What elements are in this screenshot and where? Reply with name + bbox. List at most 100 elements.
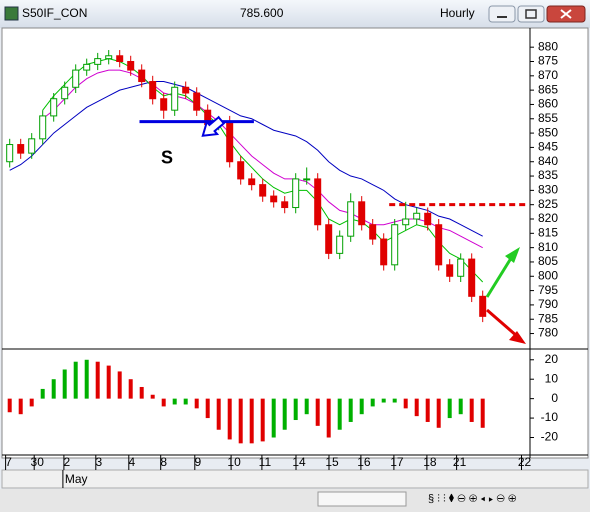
x-tick-label: 21: [453, 455, 467, 469]
maximize-button[interactable]: [517, 5, 545, 23]
y-tick-label: 830: [538, 183, 558, 197]
candle-body: [94, 58, 102, 65]
toolbar: [0, 489, 590, 512]
candle-body: [226, 121, 234, 163]
candle-body: [182, 86, 190, 94]
candle-body: [248, 178, 256, 186]
candle-body: [28, 138, 36, 154]
histogram-bar: [216, 398, 221, 430]
y-tick-label: 850: [538, 125, 558, 139]
candle-body: [193, 92, 201, 111]
tool-icons[interactable]: § ⫶ ⫶ ⧫ ⊖ ⊕ ◂ ▸ ⊖ ⊕: [428, 493, 517, 505]
y-tick-label: 815: [538, 225, 558, 239]
maximize-icon: [525, 9, 537, 19]
histogram-bar: [293, 398, 298, 421]
y-tick-label: -10: [541, 410, 559, 424]
histogram-bar: [403, 398, 408, 409]
minimize-button[interactable]: [488, 5, 516, 23]
x-tick-label: 2: [64, 455, 71, 469]
candle-body: [160, 98, 168, 111]
up-arrow-head: [505, 247, 520, 263]
histogram-bar: [183, 398, 188, 405]
signal-arrow: [201, 115, 226, 137]
y-tick-label: -20: [541, 430, 559, 444]
y-tick-label: 870: [538, 68, 558, 82]
candle-body: [457, 258, 465, 277]
y-tick-label: 800: [538, 268, 558, 282]
histogram-bar: [106, 365, 111, 399]
candle-body: [391, 224, 399, 266]
y-tick-label: 875: [538, 54, 558, 68]
histogram-bar: [139, 386, 144, 399]
histogram-bar: [260, 398, 265, 442]
candle-body: [237, 161, 245, 180]
x-tick-label: 18: [423, 455, 437, 469]
histogram-bar: [271, 398, 276, 438]
x-tick-label: 3: [95, 455, 102, 469]
x-tick-label: 16: [357, 455, 371, 469]
histogram-bar: [304, 398, 309, 415]
candle-body: [171, 86, 179, 111]
close-icon: [560, 9, 572, 19]
candle-body: [413, 212, 421, 220]
histogram-bar: [117, 371, 122, 399]
candle-body: [446, 264, 454, 277]
histogram-bar: [194, 398, 199, 409]
histogram-bar: [359, 398, 364, 415]
scrollbar-thumb[interactable]: [317, 491, 407, 507]
histogram-bar: [370, 398, 375, 407]
x-tick-label: 10: [227, 455, 241, 469]
down-arrow-head: [509, 331, 526, 344]
candle-body: [468, 258, 476, 297]
y-tick-label: 780: [538, 326, 558, 340]
histogram-bar: [458, 398, 463, 415]
histogram-bar: [227, 398, 232, 440]
candle-body: [50, 98, 58, 117]
y-tick-label: 865: [538, 82, 558, 96]
y-tick-label: 20: [545, 352, 559, 366]
window-title: S50IF_CON: [22, 6, 87, 20]
month-label: May: [65, 472, 88, 486]
histogram-bar: [51, 379, 56, 399]
candle-body: [39, 115, 47, 140]
histogram-bar: [95, 361, 100, 399]
y-tick-label: 795: [538, 283, 558, 297]
histogram-bar: [326, 398, 331, 438]
candle-body: [61, 86, 69, 100]
up-arrow: [485, 254, 515, 298]
x-tick-label: 4: [128, 455, 135, 469]
window-icon: [4, 6, 19, 21]
y-tick-label: 785: [538, 311, 558, 325]
histogram-bar: [425, 398, 430, 422]
candle-body: [281, 201, 289, 209]
y-tick-label: 880: [538, 39, 558, 53]
candle-body: [6, 144, 14, 163]
y-tick-label: 835: [538, 168, 558, 182]
x-tick-label: 17: [390, 455, 404, 469]
chart-area: [1, 27, 589, 459]
x-tick-label: 11: [259, 455, 272, 469]
candle-body: [270, 195, 278, 203]
y-tick-label: 805: [538, 254, 558, 268]
y-tick-label: 845: [538, 140, 558, 154]
candle-body: [402, 218, 410, 226]
candle-body: [380, 238, 388, 266]
x-tick-label: 30: [31, 455, 45, 469]
candle-body: [292, 178, 300, 209]
y-tick-label: 825: [538, 197, 558, 211]
x-tick-label: 7: [5, 455, 12, 469]
histogram-bar: [18, 398, 23, 415]
down-arrow: [486, 308, 519, 339]
y-tick-label: 855: [538, 111, 558, 125]
candle-body: [127, 61, 135, 71]
candle-body: [479, 295, 487, 317]
interval: Hourly: [440, 6, 475, 20]
histogram-bar: [392, 398, 397, 403]
histogram-bar: [480, 398, 485, 428]
histogram-bar: [249, 398, 254, 444]
candle-body: [259, 184, 267, 197]
histogram-bar: [84, 359, 89, 399]
candle-body: [358, 201, 366, 226]
histogram-bar: [29, 398, 34, 407]
last-price: 785.600: [240, 6, 284, 20]
